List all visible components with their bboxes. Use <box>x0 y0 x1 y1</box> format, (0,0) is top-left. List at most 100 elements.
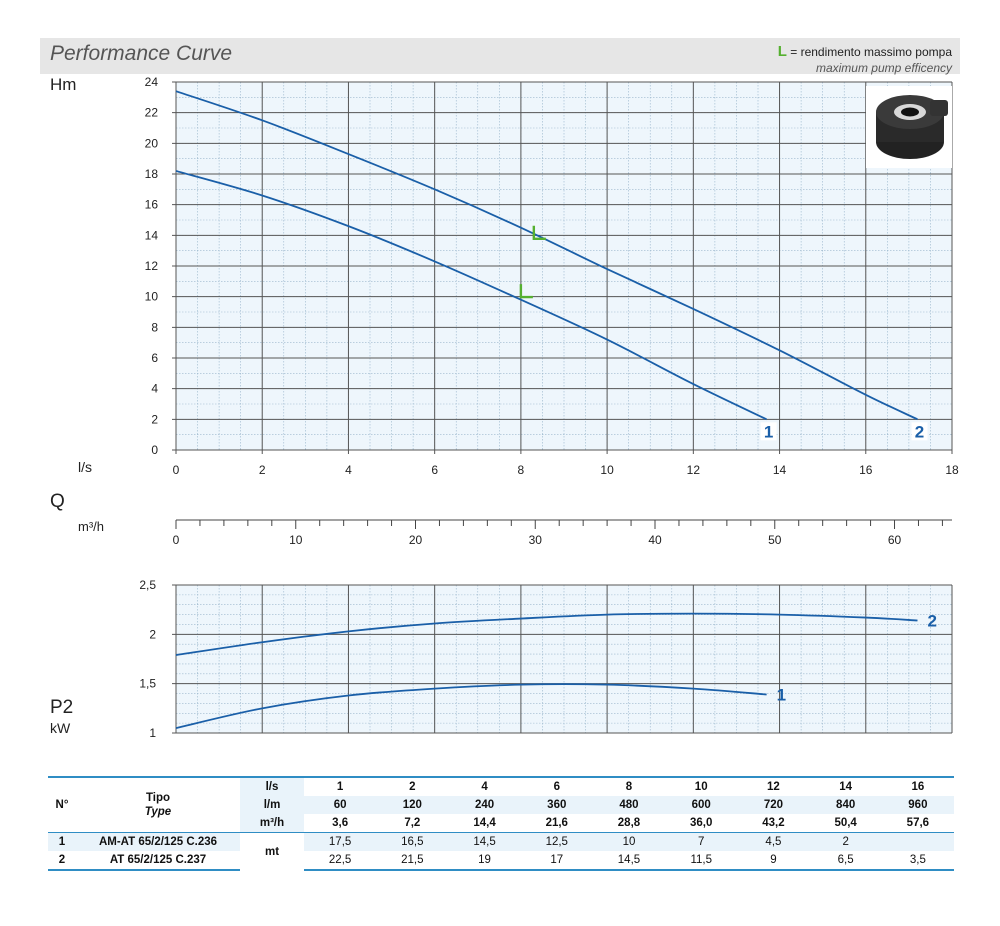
head-y-tick-label: 18 <box>145 167 159 181</box>
table-cell: 12 <box>737 776 810 796</box>
table-cell: 1 <box>304 776 377 796</box>
head-y-tick-label: 16 <box>145 198 159 212</box>
table-unit-lm: l/m <box>263 799 281 811</box>
table-cell: 6,5 <box>809 851 882 871</box>
head-x-tick-label: 6 <box>431 463 438 477</box>
table-cell: 28,8 <box>617 817 641 829</box>
head-y-tick-label: 8 <box>151 320 158 334</box>
table-cell: 10 <box>592 832 666 851</box>
head-y-tick-label: 0 <box>151 443 158 457</box>
flow-ls-label: l/s <box>78 459 92 475</box>
flow-scale-tick-label: 0 <box>173 533 180 547</box>
head-y-tick-label: 10 <box>145 290 159 304</box>
table-cell: 17,5 <box>304 832 377 851</box>
efficiency-marker-2 <box>532 225 546 240</box>
head-curve-label-bg <box>760 422 777 441</box>
table-row: 1 AM-AT 65/2/125 C.236 mt 17,5 16,5 14,5… <box>48 832 954 870</box>
table-cell: 960 <box>908 799 928 811</box>
power-unit-label: kW <box>50 720 71 736</box>
head-curve-2 <box>175 90 918 421</box>
table-cell: 3,6 <box>332 817 349 829</box>
table-row-no: 2 <box>48 851 76 871</box>
table-no-header: N° <box>48 776 76 833</box>
table-cell: 8 <box>592 776 666 796</box>
power-axis-label: P2 <box>50 697 73 718</box>
table-cell: 12,5 <box>520 832 593 851</box>
head-y-tick-label: 2 <box>151 412 158 426</box>
head-x-tick-label: 10 <box>600 463 614 477</box>
efficiency-legend-text: = rendimento massimo pompa <box>790 45 952 59</box>
flow-scale-tick-label: 20 <box>409 533 423 547</box>
flow-scale-tick-label: 40 <box>648 533 662 547</box>
table-cell: 50,4 <box>834 817 857 829</box>
efficiency-legend-mark: L <box>777 43 787 60</box>
flow-scale-tick-label: 50 <box>768 533 782 547</box>
flow-scale-tick-label: 30 <box>529 533 543 547</box>
efficiency-legend: L = rendimento massimo pompa maximum pum… <box>778 44 952 76</box>
flow-m3h-scale: 0 10 20 30 40 50 60 <box>173 519 952 547</box>
table-row: 2 AT 65/2/125 C.237 22,5 21,5 19 17 14,5… <box>48 851 954 871</box>
table-cell: 14,5 <box>448 832 521 851</box>
head-x-tick-label: 12 <box>687 463 701 477</box>
table-cell: 2 <box>376 776 449 796</box>
table-cell: 14 <box>809 776 882 796</box>
table-cell: 22,5 <box>304 851 377 871</box>
table-row-model: AT 65/2/125 C.237 <box>76 851 240 871</box>
head-y-tick-label: 12 <box>145 259 159 273</box>
head-x-tick-label: 16 <box>859 463 873 477</box>
flow-scale-tick-label: 10 <box>289 533 303 547</box>
head-x-tick-label: 0 <box>173 463 180 477</box>
power-curve-label-1: 1 <box>777 686 786 705</box>
table-cell: 480 <box>619 799 639 811</box>
head-y-tick-label: 24 <box>145 75 159 89</box>
table-cell: 4 <box>448 776 521 796</box>
table-cell: 4,5 <box>737 832 810 851</box>
power-chart: 1 1,5 2 2,5 1 2 <box>139 578 953 740</box>
table-cell: 14,5 <box>592 851 666 871</box>
power-y-tick-label: 2 <box>149 627 156 641</box>
head-x-tick-label: 2 <box>259 463 266 477</box>
power-curve-1 <box>175 683 767 729</box>
table-type-label: Type <box>144 806 172 818</box>
power-curve-label-2: 2 <box>928 612 937 631</box>
head-x-tick-label: 18 <box>945 463 959 477</box>
table-cell: 19 <box>448 851 521 871</box>
table-cell: 14,4 <box>473 817 496 829</box>
efficiency-legend-text-en: maximum pump efficency <box>815 61 952 75</box>
table-cell: 840 <box>836 799 856 811</box>
table-cell: 36,0 <box>690 817 713 829</box>
table-cell: 6 <box>520 776 593 796</box>
table-cell: 360 <box>547 799 567 811</box>
pump-impeller-icon <box>866 86 952 168</box>
head-y-tick-label: 6 <box>151 351 158 365</box>
power-curve-2 <box>175 612 918 656</box>
title-bar: Performance Curve L = rendimento massimo… <box>40 38 960 76</box>
head-curve-label-1: 1 <box>764 422 773 441</box>
chart-title: Performance Curve <box>50 42 233 65</box>
head-axis-label: Hm <box>50 75 76 94</box>
table-cell: 43,2 <box>762 817 785 829</box>
table-cell: 21,5 <box>376 851 449 871</box>
head-curve-1 <box>175 170 768 421</box>
table-row-no: 1 <box>48 832 76 851</box>
table-tipo-label: Tipo <box>145 792 171 804</box>
table-cell: 11,5 <box>665 851 738 871</box>
table-cell: 720 <box>763 799 784 811</box>
table-cell: 17 <box>520 851 593 871</box>
head-y-tick-label: 20 <box>145 136 159 150</box>
table-cell: 240 <box>474 799 495 811</box>
flow-m3h-label: m³/h <box>78 519 104 534</box>
head-y-tick-label: 4 <box>151 382 158 396</box>
head-x-tick-label: 14 <box>773 463 787 477</box>
table-cell: 60 <box>333 799 347 811</box>
table-cell: 7 <box>665 832 738 851</box>
table-head-unit: mt <box>240 832 304 870</box>
power-y-tick-label: 1 <box>149 726 156 740</box>
table-cell: 10 <box>665 776 738 796</box>
head-curve-label-bg <box>911 422 928 441</box>
table-cell: 16 <box>881 776 954 796</box>
head-y-tick-label: 14 <box>145 228 159 242</box>
power-y-tick-label: 1,5 <box>139 677 156 691</box>
